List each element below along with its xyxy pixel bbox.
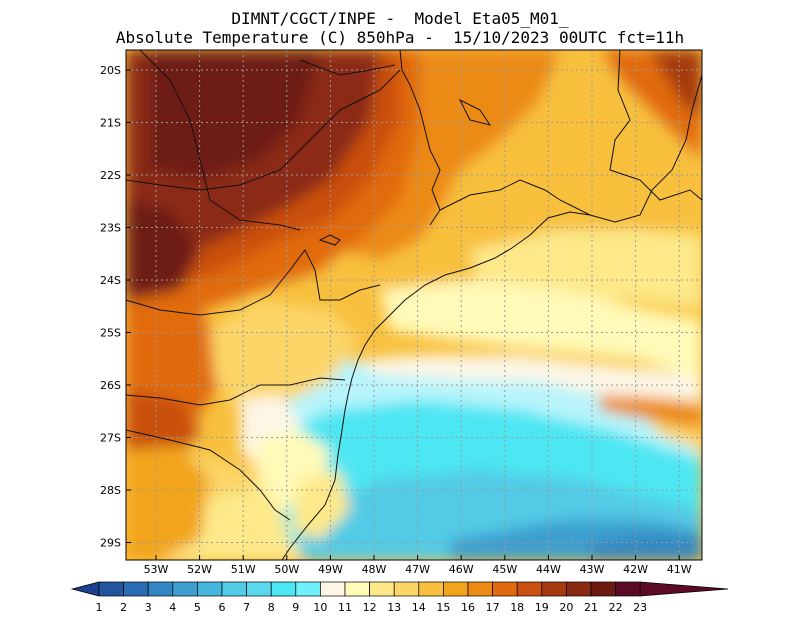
lat-label-23S: 23S (100, 222, 121, 235)
colorbar-swatch (98, 581, 124, 597)
lat-label-21S: 21S (100, 117, 121, 130)
lon-label-47W: 47W (405, 563, 430, 576)
colorbar-swatch (246, 581, 272, 597)
colorbar-label: 16 (461, 601, 475, 614)
map-title-line-1: DIMNT/CGCT/INPE - Model Eta05_M01_ (231, 9, 569, 28)
colorbar-label: 23 (633, 601, 647, 614)
lat-label-24S: 24S (100, 274, 121, 287)
colorbar-label: 6 (219, 601, 226, 614)
coastline-borders (126, 50, 702, 560)
colorbar-swatch (467, 581, 493, 597)
colorbar-label: 14 (412, 601, 426, 614)
lon-label-49W: 49W (318, 563, 343, 576)
colorbar-swatch (615, 581, 641, 597)
colorbar-label: 17 (486, 601, 500, 614)
temperature-field (126, 50, 702, 560)
colorbar-swatch (369, 581, 395, 597)
colorbar-label: 11 (338, 601, 352, 614)
colorbar-label: 10 (313, 601, 327, 614)
colorbar-label: 7 (243, 601, 250, 614)
colorbar-label: 18 (510, 601, 524, 614)
lat-lon-grid (126, 50, 702, 560)
temperature-colorbar (70, 581, 729, 597)
latitude-labels: 20S 21S 22S 23S 24S 25S 26S 27S 28S 29S (100, 64, 131, 550)
colorbar-label: 15 (436, 601, 450, 614)
lon-label-46W: 46W (449, 563, 474, 576)
colorbar-swatch (590, 581, 616, 597)
lon-label-52W: 52W (187, 563, 212, 576)
colorbar-label: 22 (609, 601, 623, 614)
colorbar-swatch (147, 581, 174, 597)
colorbar-swatch (320, 581, 346, 597)
colorbar-label: 13 (387, 601, 401, 614)
lon-label-53W: 53W (144, 563, 169, 576)
colorbar-label: 2 (120, 601, 127, 614)
lat-label-27S: 27S (100, 432, 121, 445)
lat-label-29S: 29S (100, 537, 121, 550)
colorbar-swatch (566, 581, 592, 597)
colorbar-label: 3 (145, 601, 152, 614)
colorbar-label: 8 (268, 601, 275, 614)
colorbar-arrow-high (639, 581, 729, 597)
colorbar-label: 4 (169, 601, 176, 614)
lon-label-44W: 44W (536, 563, 561, 576)
colorbar-label: 9 (292, 601, 299, 614)
colorbar-swatch (492, 581, 518, 597)
colorbar-swatch (418, 581, 444, 597)
lon-label-42W: 42W (623, 563, 648, 576)
colorbar-labels: 1 2 3 4 5 6 7 8 9 10 11 12 13 14 15 16 17 18 19 20 21 22 23 (96, 601, 648, 614)
colorbar-swatch (197, 581, 223, 597)
colorbar-swatch (393, 581, 420, 597)
colorbar-label: 12 (363, 601, 377, 614)
lat-label-28S: 28S (100, 484, 121, 497)
lon-label-45W: 45W (492, 563, 517, 576)
colorbar-label: 21 (584, 601, 598, 614)
colorbar-swatch (516, 581, 543, 597)
lat-label-25S: 25S (100, 327, 121, 340)
colorbar-label: 1 (96, 601, 103, 614)
lat-label-22S: 22S (100, 169, 121, 182)
lon-label-51W: 51W (231, 563, 256, 576)
colorbar-swatch (270, 581, 297, 597)
colorbar-swatch (295, 581, 321, 597)
lon-label-41W: 41W (667, 563, 692, 576)
colorbar-arrow-low (70, 581, 100, 597)
colorbar-swatch (443, 581, 469, 597)
lat-label-26S: 26S (100, 379, 121, 392)
colorbar-swatch (221, 581, 247, 597)
lon-label-48W: 48W (362, 563, 387, 576)
lon-label-50W: 50W (274, 563, 299, 576)
colorbar-swatch (541, 581, 567, 597)
longitude-labels: 53W 52W 51W 50W 49W 48W 47W 46W 45W 44W 43W 42W 41W (144, 555, 692, 576)
lon-label-43W: 43W (580, 563, 605, 576)
map-title-line-2: Absolute Temperature (C) 850hPa - 15/10/… (115, 28, 685, 47)
colorbar-label: 19 (535, 601, 549, 614)
colorbar-label: 5 (194, 601, 201, 614)
colorbar-label: 20 (559, 601, 573, 614)
lat-label-20S: 20S (100, 64, 121, 77)
colorbar-swatch (123, 581, 149, 597)
colorbar-swatch (344, 581, 370, 597)
colorbar-swatch (172, 581, 198, 597)
